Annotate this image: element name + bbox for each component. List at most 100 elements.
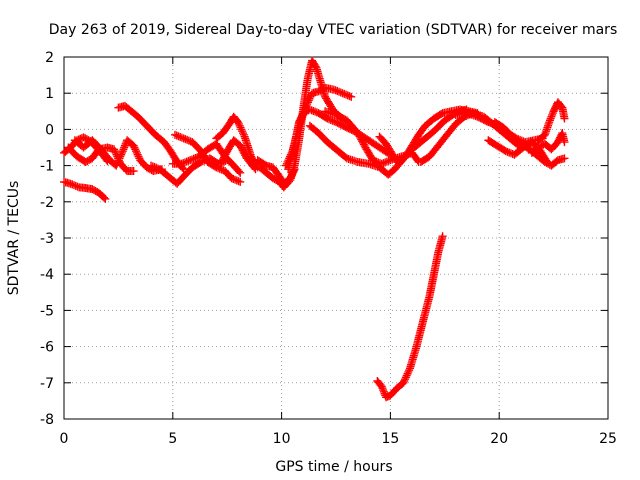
data-point	[214, 164, 223, 173]
data-point	[183, 135, 192, 144]
data-point	[236, 168, 245, 177]
data-point	[148, 162, 157, 171]
data-point	[71, 181, 80, 190]
data-point	[438, 232, 447, 241]
data-point	[100, 193, 109, 202]
data-point	[217, 165, 226, 174]
data-point	[377, 159, 386, 168]
data-point	[215, 164, 224, 173]
x-tick-label: 25	[599, 431, 617, 447]
series-track-6	[147, 154, 232, 188]
data-point	[120, 143, 129, 152]
data-point	[147, 161, 156, 170]
data-point	[117, 150, 126, 159]
data-point	[482, 117, 491, 126]
data-point	[133, 150, 142, 159]
data-point	[401, 375, 410, 384]
data-point	[404, 367, 413, 376]
data-point	[234, 167, 243, 176]
data-point	[120, 141, 129, 150]
data-point	[311, 107, 320, 116]
data-point	[505, 148, 514, 157]
data-point	[73, 182, 82, 191]
x-tick-label: 10	[273, 431, 291, 447]
series-track-24	[527, 129, 569, 157]
data-point	[191, 153, 200, 162]
data-point	[134, 152, 143, 161]
data-point	[236, 177, 245, 186]
data-point	[132, 147, 141, 156]
series-track-5	[114, 101, 188, 174]
data-point	[114, 156, 123, 165]
y-tick-label: -2	[40, 195, 54, 211]
data-point	[382, 157, 391, 166]
data-point	[303, 100, 312, 109]
data-point	[182, 157, 191, 166]
data-point	[377, 382, 386, 391]
data-point	[399, 378, 408, 387]
data-point	[229, 174, 238, 183]
data-point	[370, 156, 379, 165]
series-track-23	[534, 98, 569, 145]
data-point	[306, 92, 315, 101]
data-point	[131, 145, 140, 154]
data-point	[68, 180, 77, 189]
data-point	[238, 129, 247, 138]
data-point	[384, 156, 393, 165]
data-point	[304, 96, 313, 105]
series-track-8	[170, 130, 245, 186]
data-point	[232, 176, 241, 185]
data-point	[239, 130, 248, 139]
data-point	[342, 90, 351, 99]
data-point	[340, 89, 349, 98]
data-point	[227, 174, 236, 183]
data-point	[560, 114, 569, 123]
data-point	[172, 131, 181, 140]
series-track-17	[373, 232, 447, 402]
data-point	[303, 98, 312, 107]
data-point	[152, 163, 161, 172]
y-tick-label: -5	[40, 303, 54, 319]
y-tick-label: 0	[45, 122, 54, 138]
data-point	[381, 158, 390, 167]
y-tick-label: 2	[45, 50, 54, 66]
data-point	[335, 87, 344, 96]
data-point	[129, 141, 138, 150]
data-point	[231, 175, 240, 184]
x-axis-label: GPS time / hours	[275, 459, 392, 475]
y-tick-label: 1	[45, 86, 54, 102]
data-point	[117, 148, 126, 157]
data-points	[60, 56, 569, 402]
data-point	[66, 179, 75, 188]
data-point	[234, 119, 243, 128]
data-point	[179, 159, 188, 168]
data-point	[251, 165, 260, 174]
series-track-3	[64, 143, 138, 176]
data-point	[545, 116, 554, 125]
data-point	[307, 106, 316, 115]
data-point	[113, 159, 122, 168]
data-point	[379, 159, 388, 168]
data-point	[110, 147, 119, 156]
data-point	[547, 112, 556, 121]
data-point	[325, 115, 334, 124]
data-point	[212, 163, 221, 172]
data-point	[112, 161, 121, 170]
data-point	[116, 152, 125, 161]
data-point	[401, 373, 410, 382]
y-tick-label: -6	[40, 340, 54, 356]
y-tick-label: -7	[40, 376, 54, 392]
data-point	[132, 148, 141, 157]
data-point	[130, 143, 139, 152]
data-point	[329, 85, 338, 94]
data-point	[110, 145, 119, 154]
y-axis-label: SDTVAR / TECUs	[6, 181, 22, 296]
data-point	[305, 94, 314, 103]
y-axis-ticks: -8 -7 -6 -5 -4 -3 -2 -1 0 1 2	[40, 50, 608, 428]
data-point	[374, 158, 383, 167]
data-point	[150, 163, 159, 172]
y-tick-label: -8	[40, 412, 54, 428]
data-point	[236, 123, 245, 132]
chart-title: Day 263 of 2019, Sidereal Day-to-day VTE…	[49, 22, 617, 38]
